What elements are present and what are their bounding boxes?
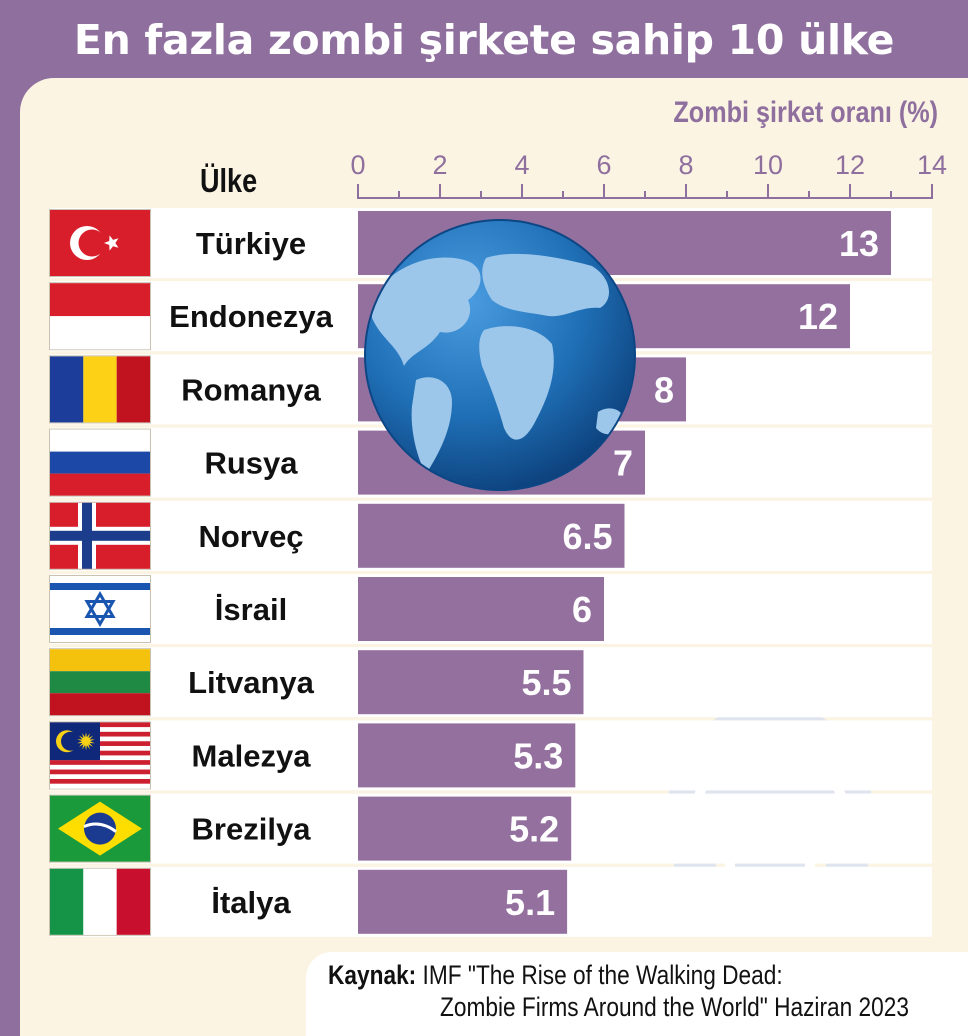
bar-row: Norveç (49, 500, 932, 571)
country-label: Rusya (204, 446, 298, 481)
bar (358, 869, 568, 934)
source-text-1: IMF "The Rise of the Walking Dead: (422, 960, 783, 990)
country-label: Romanya (181, 372, 321, 407)
norway-flag-icon (49, 501, 151, 570)
chart-title: En fazla zombi şirkete sahip 10 ülke (73, 16, 895, 64)
globe-icon (364, 219, 636, 491)
value-label: 5.3 (513, 735, 563, 776)
value-label: 7 (613, 443, 633, 484)
bar-row: İsrail (49, 574, 932, 644)
italy-flag-icon (49, 867, 151, 936)
country-label: Norveç (198, 519, 303, 554)
x-tick-label: 14 (917, 150, 947, 180)
value-label: 12 (798, 296, 838, 337)
x-axis: 0 2 4 6 8 10 12 14 (350, 150, 947, 199)
source-line-1: Kaynak: IMF "The Rise of the Walking Dea… (328, 960, 783, 991)
bar-row: Brezilya (49, 793, 932, 864)
israel-flag-icon (49, 575, 151, 643)
russia-flag-icon (49, 428, 151, 497)
bar (358, 650, 584, 715)
x-tick-label: 2 (432, 150, 447, 180)
source-label: Kaynak: (328, 960, 417, 990)
bar (358, 723, 576, 788)
brazil-flag-icon (49, 794, 151, 863)
country-label: Litvanya (188, 665, 315, 700)
value-label: 5.2 (509, 809, 559, 850)
country-label: Brezilya (192, 812, 312, 847)
x-tick-label: 10 (753, 150, 783, 180)
bar-row: Litvanya (49, 647, 932, 718)
indonesia-flag-icon (49, 282, 151, 351)
country-label: Malezya (192, 738, 312, 773)
malaysia-flag-icon (49, 721, 151, 790)
value-label: 13 (839, 223, 879, 264)
bar (358, 503, 625, 568)
x-tick-label: 8 (678, 150, 693, 180)
country-label: İsrail (215, 592, 287, 627)
x-tick-label: 6 (596, 150, 611, 180)
x-tick-label: 12 (835, 150, 865, 180)
x-axis-title: Zombi şirket oranı (%) (673, 96, 938, 129)
bar-row: Malezya (49, 720, 932, 791)
bar-rows: Türkiye Endonezya Romanya Rusya Norveç İsrail… (49, 208, 932, 937)
bar (358, 577, 604, 641)
value-label: 6.5 (562, 516, 612, 557)
bar (358, 796, 572, 861)
source-line-2: Zombie Firms Around the World" Haziran 2… (440, 992, 909, 1022)
value-label: 8 (654, 369, 674, 410)
romania-flag-icon (49, 355, 151, 424)
turkey-flag-icon (49, 209, 151, 277)
value-label: 6 (572, 589, 592, 630)
country-label: Türkiye (196, 226, 306, 261)
value-label: 5.1 (505, 882, 555, 923)
x-tick-label: 0 (350, 150, 365, 180)
source-box: Kaynak: IMF "The Rise of the Walking Dea… (306, 952, 968, 1036)
bar-row: İtalya (49, 866, 932, 937)
country-column-header: Ülke (200, 162, 258, 199)
x-tick-label: 4 (514, 150, 529, 180)
lithuania-flag-icon (49, 648, 151, 717)
country-label: İtalya (211, 885, 291, 920)
value-label: 5.5 (521, 662, 571, 703)
country-label: Endonezya (169, 299, 333, 334)
